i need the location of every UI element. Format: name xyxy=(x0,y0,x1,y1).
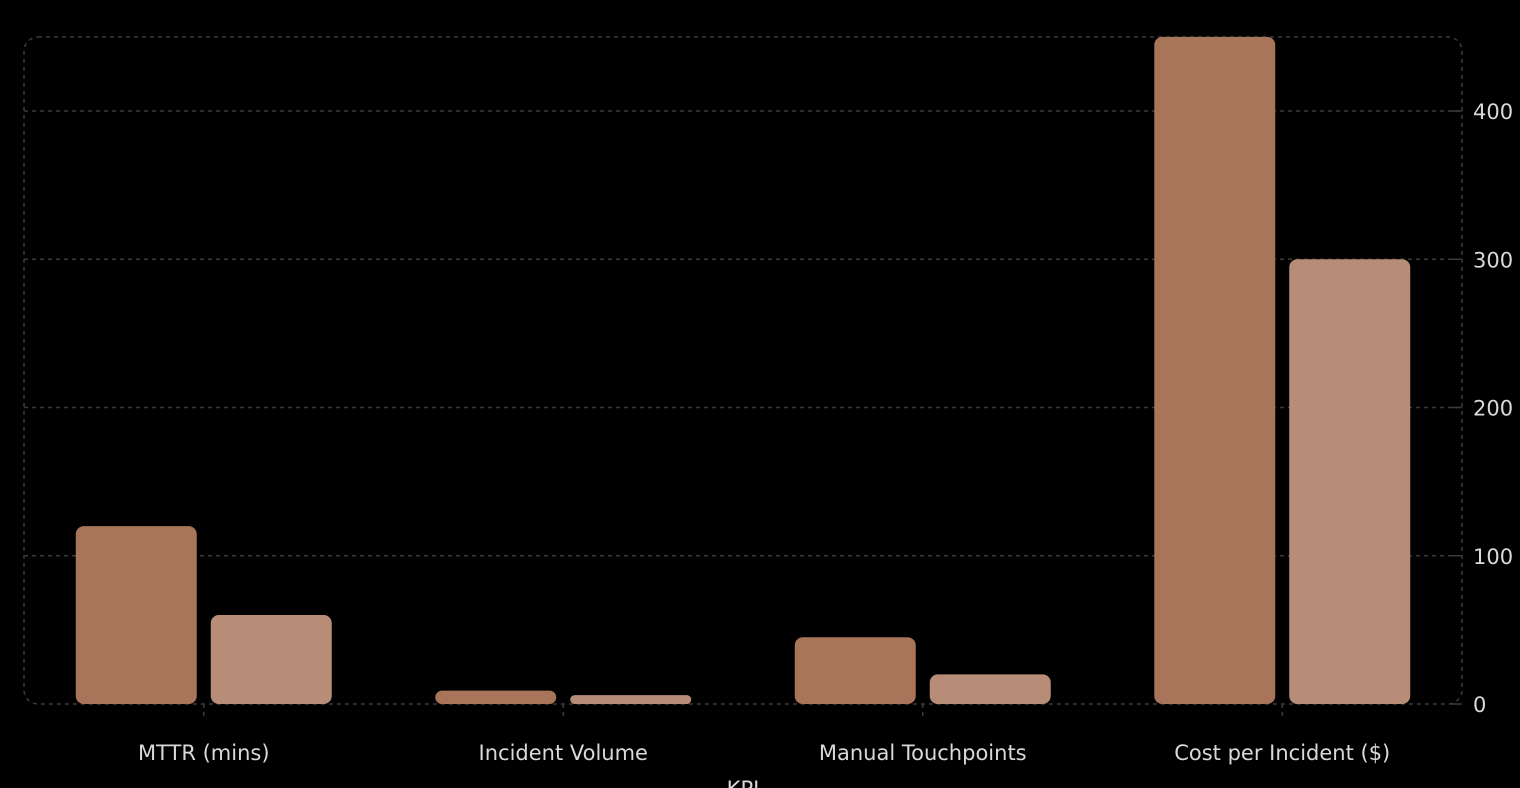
y-tick-label: 300 xyxy=(1473,248,1513,272)
gridlines xyxy=(24,110,1462,705)
x-tick-label: Manual Touchpoints xyxy=(819,741,1027,765)
bar-series-1-0 xyxy=(75,526,197,704)
x-tick-label: MTTR (mins) xyxy=(138,741,270,765)
y-tick-label: 100 xyxy=(1473,545,1513,569)
bar-series-1-2 xyxy=(794,637,916,704)
x-tick-label: Cost per Incident ($) xyxy=(1174,741,1390,765)
x-tick-label: Incident Volume xyxy=(479,741,648,765)
x-axis-title: KPI xyxy=(727,777,760,788)
bar-series-2-2 xyxy=(929,674,1051,704)
y-tick-label: 0 xyxy=(1473,693,1486,717)
x-axis: MTTR (mins) Incident Volume Manual Touchpo… xyxy=(138,704,1390,765)
bars xyxy=(75,36,1411,704)
bar-series-1-1 xyxy=(435,690,557,704)
bar-series-2-0 xyxy=(210,615,332,704)
plot-area-frame xyxy=(23,36,1463,705)
bar-series-2-3 xyxy=(1289,259,1411,704)
y-tick-label: 200 xyxy=(1473,397,1513,421)
y-tick-label: 400 xyxy=(1473,100,1513,124)
y-axis: 0 100 200 300 400 xyxy=(1473,100,1513,717)
bar-series-1-3 xyxy=(1154,36,1276,704)
bar-series-2-1 xyxy=(570,695,692,704)
